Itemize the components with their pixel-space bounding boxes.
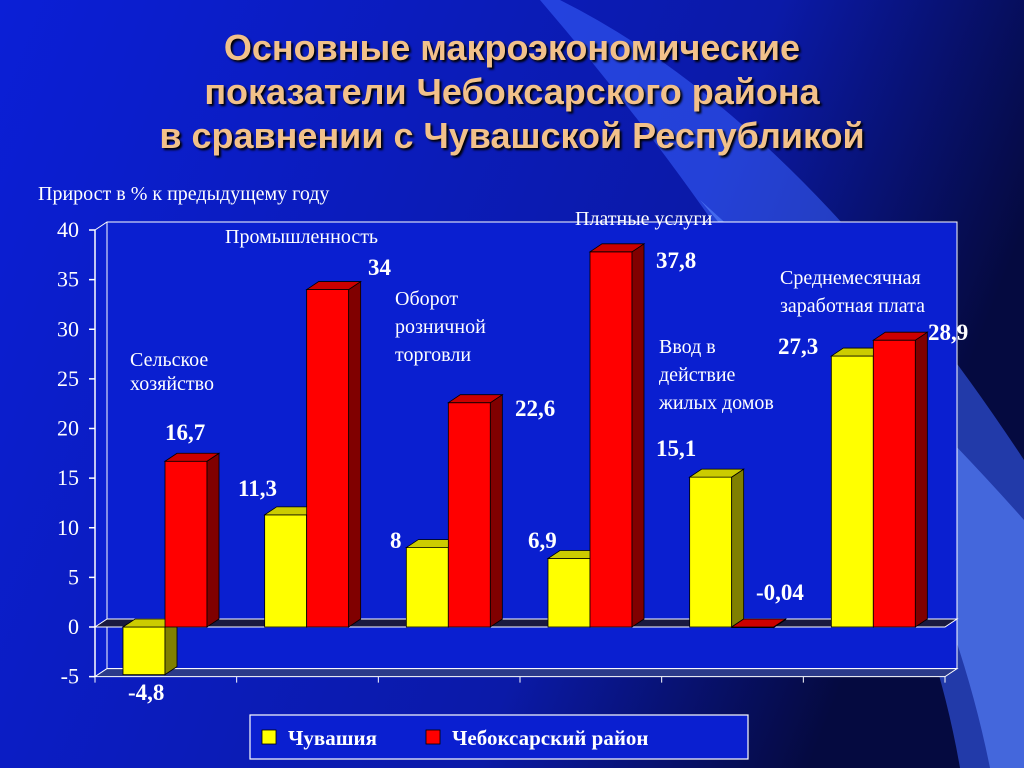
- bar-district-side: [914, 331, 928, 628]
- bar-chuvashia-side: [731, 468, 745, 628]
- category-label: Промышленность: [225, 226, 378, 248]
- data-label: 37,8: [656, 248, 696, 273]
- data-label: 34: [368, 255, 392, 280]
- legend-swatch: [425, 729, 441, 745]
- bar-district: [730, 618, 787, 629]
- category-label-line: Оборот: [395, 288, 458, 310]
- category-label-line: заработная плата: [780, 295, 925, 317]
- category-label-line: Среднемесячная: [780, 267, 921, 289]
- bar-district-top: [305, 281, 362, 290]
- bar-district-front: [589, 251, 633, 628]
- y-tick-label: 5: [68, 564, 79, 589]
- y-axis-label: Прирост в % к предыдущему году: [38, 183, 329, 205]
- y-tick-label: 15: [57, 465, 79, 490]
- y-tick-label: 0: [68, 614, 79, 639]
- bar-chuvashia-front: [122, 626, 166, 676]
- legend-item-label: Чебоксарский район: [452, 726, 649, 750]
- y-tick-label: 35: [57, 267, 79, 292]
- bar-district-side: [348, 280, 362, 628]
- bar-chuvashia-front: [689, 476, 733, 628]
- category-label: Ввод в действие жилых домов: [658, 336, 774, 414]
- bar-chuvashia: [121, 618, 179, 676]
- bar-district-top: [163, 452, 221, 462]
- bar-chuvashia-front: [830, 355, 874, 628]
- data-label: 28,9: [928, 320, 968, 345]
- category-label-line: Платные услуги: [575, 208, 713, 230]
- category-label-line: торговли: [395, 344, 471, 366]
- legend-item-label: Чувашия: [288, 726, 377, 750]
- bar-district-front: [306, 289, 350, 628]
- category-label-line: Сельское: [130, 349, 208, 371]
- bar-chuvashia: [688, 468, 745, 628]
- bar-district-front: [872, 339, 916, 628]
- category-label-line: розничной: [395, 316, 486, 338]
- y-tick-label: 25: [57, 366, 79, 391]
- bar-chuvashia-top: [688, 468, 745, 478]
- slide-title: Основные макроэкономические показатели Ч…: [0, 26, 1024, 158]
- y-tick-label: 40: [57, 217, 79, 242]
- y-tick-label: 10: [57, 515, 79, 540]
- bar-chuvashia-front: [547, 558, 591, 628]
- bar-district: [588, 243, 646, 628]
- data-label: 15,1: [656, 436, 696, 461]
- zero-floor: [93, 618, 959, 628]
- data-label: 11,3: [238, 476, 277, 501]
- category-label-line: жилых домов: [658, 392, 774, 414]
- y-tick-label: 30: [57, 316, 79, 341]
- category-label-line: хозяйство: [130, 373, 214, 395]
- category-label: Сельское хозяйство: [130, 349, 214, 395]
- data-label: 22,6: [515, 396, 555, 421]
- legend-swatch: [261, 729, 277, 745]
- data-label: 27,3: [778, 334, 818, 359]
- category-label-line: действие: [659, 364, 736, 386]
- title-line-2: показатели Чебоксарского района: [204, 71, 820, 112]
- bar-chuvashia-front: [405, 547, 449, 628]
- category-label: Оборот розничной торговли: [395, 288, 486, 366]
- bar-district-side: [631, 243, 645, 628]
- category-label: Среднемесячная заработная плата: [780, 267, 925, 317]
- bar-district: [305, 280, 362, 628]
- title-line-3: в сравнении с Чувашской Республикой: [159, 115, 865, 156]
- bar-district-top: [730, 618, 787, 628]
- bar-district-side: [489, 393, 503, 628]
- bar-district-top: [872, 331, 929, 341]
- data-label: 16,7: [165, 420, 205, 445]
- bar-district-front: [164, 460, 208, 628]
- bar-district-top: [447, 394, 504, 404]
- bar-district: [447, 393, 504, 628]
- legend-box: [249, 714, 749, 760]
- data-label: -0,04: [756, 580, 804, 605]
- y-tick-label: 20: [57, 416, 79, 441]
- category-label-line: Промышленность: [225, 226, 378, 248]
- bar-district-side: [206, 452, 220, 628]
- bar-district: [872, 331, 929, 628]
- bar-district-front: [447, 402, 491, 628]
- data-label: 8: [390, 528, 402, 553]
- plot-back-wall: [94, 221, 958, 678]
- category-label-line: Ввод в: [659, 336, 716, 358]
- title-line-1: Основные макроэкономические: [223, 27, 801, 68]
- bar-district-top: [588, 243, 646, 253]
- y-tick-label: -5: [61, 664, 79, 689]
- bar-chuvashia-front: [264, 514, 308, 628]
- legend: Чувашия Чебоксарский район: [249, 714, 749, 760]
- data-label: -4,8: [128, 680, 164, 705]
- data-label: 6,9: [528, 528, 557, 553]
- bottom-floor: [93, 668, 959, 678]
- bar-district: [163, 452, 221, 628]
- category-label: Платные услуги: [575, 208, 713, 230]
